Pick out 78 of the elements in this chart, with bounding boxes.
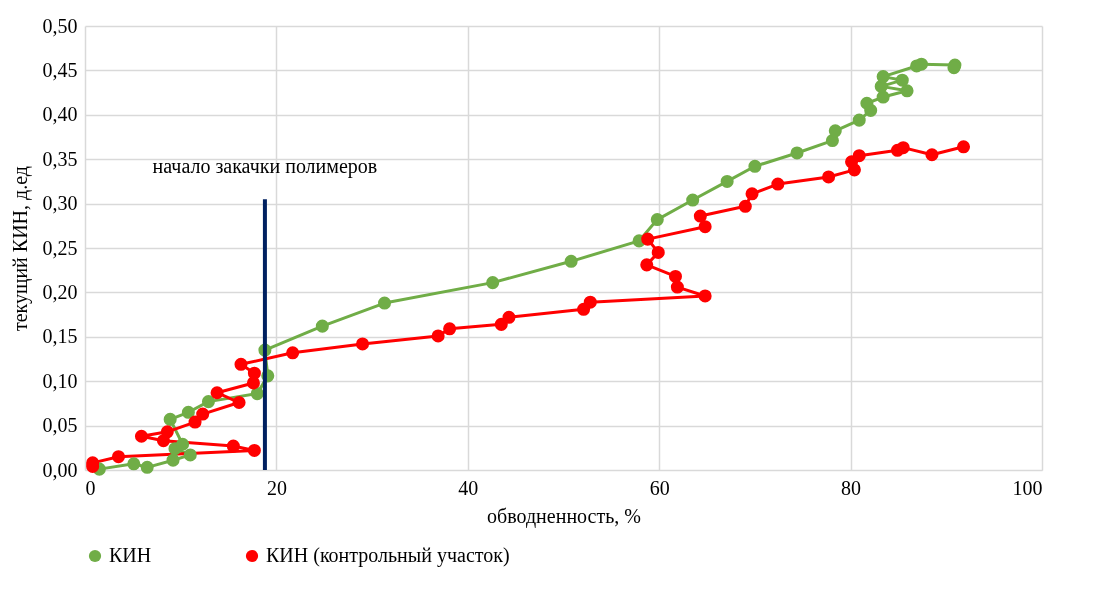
point xyxy=(650,213,664,227)
x-tick-label: 80 xyxy=(841,476,862,499)
point xyxy=(183,448,197,462)
y-tick-label: 0,10 xyxy=(42,369,78,392)
point xyxy=(201,395,215,409)
point xyxy=(196,407,210,421)
legend-label: КИН (контрольный участок) xyxy=(266,544,510,567)
point xyxy=(502,310,516,324)
x-tick-label: 100 xyxy=(1012,476,1043,499)
y-tick-label: 0,20 xyxy=(42,280,78,303)
point xyxy=(895,73,909,87)
point xyxy=(900,84,914,98)
point xyxy=(111,450,126,464)
point xyxy=(668,269,682,283)
point xyxy=(651,245,665,259)
point xyxy=(738,199,752,213)
point xyxy=(720,174,734,188)
x-tick-label: 20 xyxy=(266,476,287,499)
point xyxy=(247,443,261,457)
x-tick-label: 40 xyxy=(458,476,479,499)
point xyxy=(745,187,759,201)
x-tick-label: 60 xyxy=(649,476,670,499)
legend-label: КИН xyxy=(109,544,152,566)
point xyxy=(160,425,174,439)
ref-line-label: начало закачки полимеров xyxy=(152,155,378,179)
point xyxy=(163,412,177,426)
x-tick-label: 0 xyxy=(85,476,96,499)
point xyxy=(315,319,329,333)
y-tick-label: 0,30 xyxy=(42,192,78,215)
point xyxy=(698,220,712,234)
point xyxy=(181,405,195,419)
point xyxy=(250,387,264,401)
point xyxy=(828,124,842,138)
point xyxy=(140,460,154,474)
point xyxy=(232,396,246,410)
point xyxy=(486,276,500,290)
y-tick-label: 0,45 xyxy=(42,58,78,81)
point xyxy=(896,141,910,155)
point xyxy=(925,148,939,162)
x-axis-title: обводненность, % xyxy=(487,504,641,528)
point xyxy=(234,357,248,371)
point xyxy=(127,457,141,471)
point xyxy=(247,366,261,380)
y-tick-label: 0,35 xyxy=(42,147,78,170)
y-tick-label: 0,00 xyxy=(42,458,78,481)
point xyxy=(564,254,578,268)
point xyxy=(378,296,392,310)
point xyxy=(286,346,300,360)
point xyxy=(641,232,655,246)
point xyxy=(822,170,836,184)
point xyxy=(790,146,804,160)
point xyxy=(771,177,785,191)
point xyxy=(166,453,180,467)
point xyxy=(134,429,148,443)
point xyxy=(431,329,445,343)
point xyxy=(914,57,928,71)
point xyxy=(748,159,762,173)
y-tick-label: 0,50 xyxy=(42,14,78,37)
point xyxy=(852,113,866,127)
point xyxy=(686,193,700,207)
point xyxy=(693,209,707,223)
point xyxy=(176,437,190,451)
point xyxy=(876,70,890,84)
y-tick-label: 0,15 xyxy=(42,325,78,348)
point xyxy=(640,258,654,272)
y-axis-title: текущий КИН, д.ед xyxy=(8,165,32,332)
y-tick-label: 0,05 xyxy=(42,414,78,437)
point xyxy=(443,322,457,336)
y-tick-label: 0,40 xyxy=(42,103,78,126)
point xyxy=(356,337,370,351)
point xyxy=(957,140,971,154)
point xyxy=(852,149,866,163)
point xyxy=(583,295,597,309)
y-tick-label: 0,25 xyxy=(42,236,78,259)
point xyxy=(226,439,240,453)
point xyxy=(210,386,224,400)
point xyxy=(698,289,712,303)
point xyxy=(860,96,874,110)
